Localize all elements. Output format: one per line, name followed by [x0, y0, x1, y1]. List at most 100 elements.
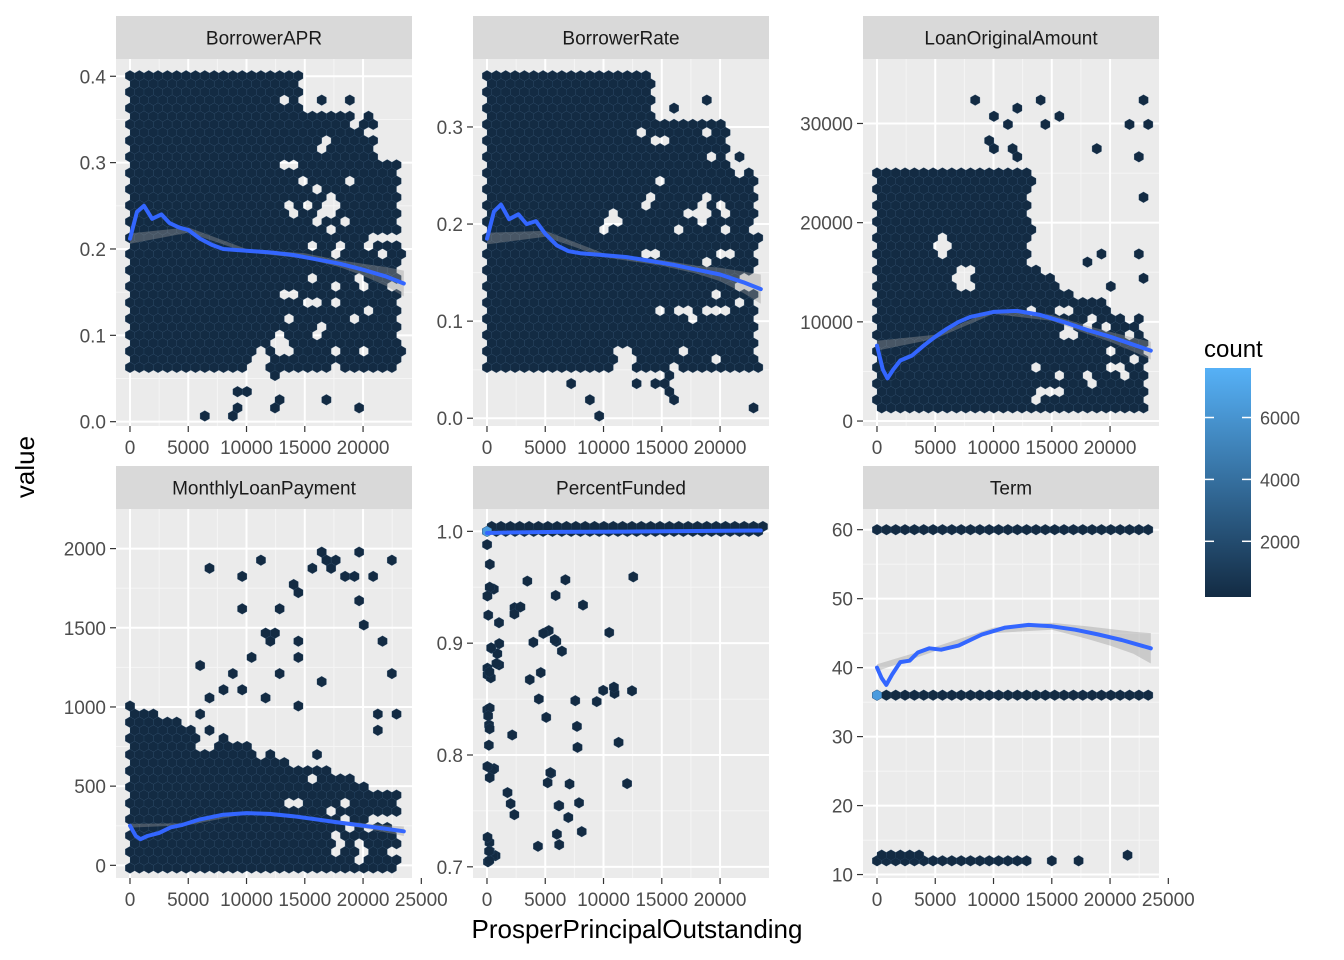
hexbin-cell — [344, 94, 355, 106]
x-tick-label: 10000 — [220, 438, 273, 459]
y-tick-label: 0 — [95, 856, 106, 877]
hexbin-cell — [678, 313, 689, 325]
count-legend: count 2000 4000 6000 — [1204, 336, 1300, 597]
x-tick-label: 20000 — [1084, 438, 1137, 459]
x-tick-label: 0 — [482, 890, 493, 911]
x-tick-label: 5000 — [167, 438, 209, 459]
hexbin-cell — [753, 232, 764, 244]
hexbin-cell — [391, 159, 402, 171]
legend-tick-label: 2000 — [1260, 532, 1300, 552]
panel-background — [473, 509, 769, 878]
hexbin-cell — [316, 94, 327, 106]
y-tick-label: 0.3 — [80, 154, 106, 175]
x-tick-label: 20000 — [337, 438, 390, 459]
legend-tick-label: 4000 — [1260, 470, 1300, 490]
hexbin-cell — [293, 70, 304, 82]
y-tick-label: 0.1 — [437, 312, 463, 333]
y-tick-label: 0.7 — [437, 858, 463, 879]
facet-panel-BorrowerRate: BorrowerRate 0 5000 10000 15000 20000 0.0 0.1 0.… — [437, 16, 769, 459]
hexbin-cell — [585, 394, 595, 406]
y-tick-label: 0.0 — [437, 409, 463, 430]
legend-title: count — [1204, 336, 1263, 363]
facet-strip-title: LoanOriginalAmount — [924, 29, 1098, 50]
x-tick-label: 10000 — [577, 438, 630, 459]
facet-panel-PercentFunded: PercentFunded 0 5000 10000 15000 20000 0.7 0.8 0… — [437, 466, 769, 911]
y-tick-label: 2000 — [64, 540, 106, 561]
hexbin-cell — [594, 410, 605, 422]
facet-strip — [116, 16, 412, 59]
y-tick-label: 1000 — [64, 698, 106, 719]
x-tick-label: 0 — [125, 438, 136, 459]
facet-strip — [473, 16, 769, 59]
hexbin-cell — [363, 110, 374, 122]
x-tick-label: 15000 — [635, 438, 688, 459]
y-tick-label: 0.4 — [80, 67, 107, 88]
smooth-confidence-band — [130, 227, 404, 297]
x-tick-label: 0 — [482, 438, 493, 459]
facet-panel-Term: Term 0 5000 10000 15000 20000 25000 10 20 30 40 50 6… — [832, 466, 1195, 911]
x-tick-label: 15000 — [278, 890, 331, 911]
x-tick-label: 10000 — [577, 890, 630, 911]
x-tick-label: 10000 — [220, 890, 273, 911]
x-tick-label: 0 — [872, 890, 883, 911]
x-tick-label: 10000 — [967, 438, 1020, 459]
x-tick-label: 10000 — [967, 890, 1020, 911]
y-tick-label: 0.3 — [437, 118, 463, 139]
y-tick-label: 0.2 — [437, 215, 463, 236]
facet-panel-BorrowerAPR: BorrowerAPR 0 5000 10000 15000 20000 0.0 0.1 0.2… — [80, 16, 412, 459]
hexbin-cells — [125, 70, 407, 422]
x-axis-title: ProsperPrincipalOutstanding — [472, 914, 803, 944]
hexbin-cell — [354, 402, 364, 414]
hexbin-cell — [321, 394, 332, 406]
hexbin-cell — [232, 402, 243, 414]
y-tick-label: 50 — [832, 590, 853, 611]
y-tick-label: 0.9 — [437, 634, 463, 655]
legend-colorbar — [1205, 368, 1251, 597]
hexbin-cell — [199, 410, 210, 422]
y-tick-label: 40 — [832, 659, 853, 680]
x-tick-label: 5000 — [914, 438, 956, 459]
hexbin-cell — [391, 240, 402, 252]
y-tick-label: 0.8 — [437, 746, 463, 767]
smooth-line — [128, 203, 406, 286]
hexbin-cell — [344, 110, 355, 122]
facet-strip-title: MonthlyLoanPayment — [172, 479, 356, 500]
x-tick-label: 20000 — [694, 890, 747, 911]
y-tick-label: 10 — [832, 866, 853, 887]
hexbin-cell — [368, 135, 378, 147]
y-tick-label: 20 — [832, 797, 853, 818]
facet-strip-title: BorrowerAPR — [206, 29, 322, 50]
x-tick-label: 25000 — [395, 890, 448, 911]
x-tick-label: 5000 — [914, 890, 956, 911]
y-tick-label: 1.0 — [437, 522, 463, 543]
y-tick-label: 0.2 — [80, 240, 106, 261]
y-tick-label: 0 — [842, 412, 853, 433]
x-tick-label: 5000 — [524, 890, 566, 911]
x-tick-label: 20000 — [1084, 890, 1137, 911]
hexbin-cell — [274, 394, 285, 406]
facet-strip-title: PercentFunded — [556, 479, 686, 500]
y-tick-label: 0.0 — [80, 413, 106, 434]
smooth-line — [485, 528, 763, 535]
x-tick-label: 15000 — [1025, 438, 1078, 459]
hexbin-cell — [566, 378, 576, 390]
x-tick-label: 15000 — [1025, 890, 1078, 911]
x-tick-label: 20000 — [337, 890, 390, 911]
x-tick-label: 15000 — [635, 890, 688, 911]
hexbin-cell — [242, 386, 252, 398]
y-tick-label: 30000 — [800, 114, 853, 135]
hexbin-cell — [687, 216, 698, 228]
y-tick-label: 10000 — [800, 313, 853, 334]
x-tick-label: 25000 — [1142, 890, 1195, 911]
x-tick-label: 20000 — [694, 438, 747, 459]
facet-strip-title: BorrowerRate — [562, 29, 679, 50]
hexbin-cell — [631, 378, 642, 390]
y-tick-label: 1500 — [64, 619, 106, 640]
hexbin-cell — [748, 288, 759, 301]
y-tick-label: 30 — [832, 728, 853, 749]
y-tick-label: 20000 — [800, 214, 853, 235]
